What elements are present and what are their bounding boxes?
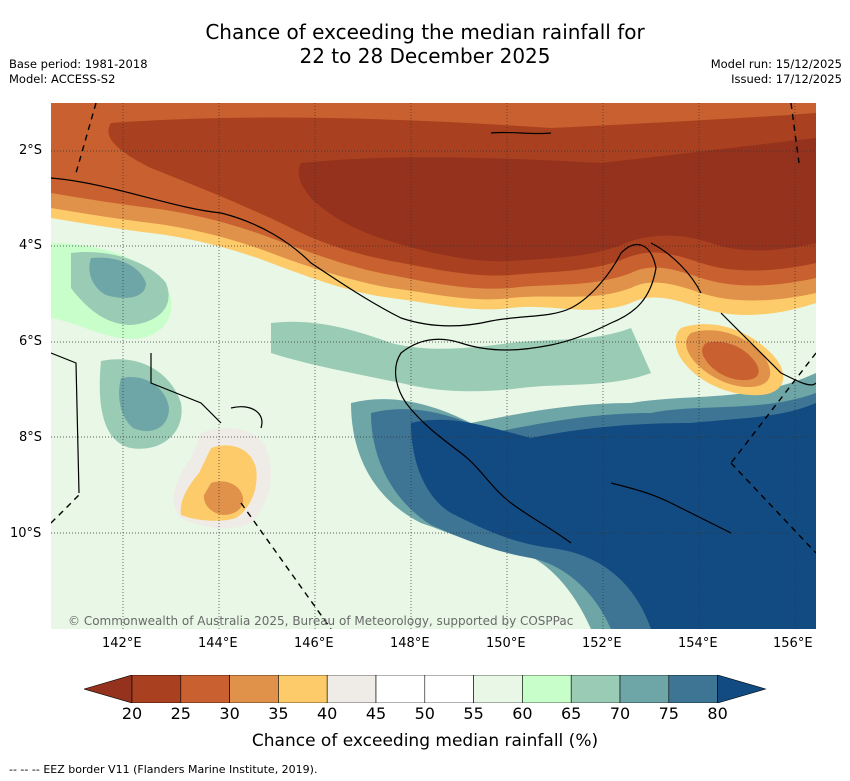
footer-eez-legend: -- -- -- EEZ border V11 (Flanders Marine… xyxy=(9,763,317,776)
lat-label-2s: 2°S xyxy=(19,143,43,158)
issued-date: Issued: 17/12/2025 xyxy=(731,72,842,86)
eez-border-southeast xyxy=(730,462,816,554)
copyright-text: © Commonwealth of Australia 2025, Bureau… xyxy=(68,614,574,628)
coastline-bougainville xyxy=(720,312,816,386)
colorbar-segments xyxy=(84,675,767,703)
colorbar-segment xyxy=(180,675,230,703)
graticule xyxy=(51,103,816,629)
coastline-new-guinea xyxy=(51,177,657,544)
meta-left: Base period: 1981-2018 Model: ACCESS-S2 xyxy=(9,57,148,87)
colorbar-tick-label: 55 xyxy=(463,704,484,723)
base-period: Base period: 1981-2018 xyxy=(9,57,148,71)
lat-label-6s: 6°S xyxy=(19,334,43,349)
title-line-2: 22 to 28 December 2025 xyxy=(299,44,551,68)
eez-borders xyxy=(51,103,816,629)
dark-brown-core-north xyxy=(298,138,816,262)
coastline-west xyxy=(51,352,80,494)
teal-blob-southwest xyxy=(119,377,169,432)
colorbar-tick-label: 70 xyxy=(609,704,631,723)
lon-label-156e: 156°E xyxy=(773,636,813,651)
lon-label-148e: 148°E xyxy=(390,636,430,651)
colorbar-segment xyxy=(522,675,572,703)
coastline-new-britain-west xyxy=(650,242,702,294)
lon-label-146e: 146°E xyxy=(294,636,334,651)
orange-core-south xyxy=(203,481,244,515)
coastlines xyxy=(51,131,816,544)
colorbar-tick-label: 45 xyxy=(365,704,387,723)
lon-label-154e: 154°E xyxy=(678,636,718,651)
lat-label-10s: 10°S xyxy=(10,526,42,541)
eez-legend-symbol: -- -- -- xyxy=(9,763,40,776)
colorbar-tick-label: 20 xyxy=(121,704,143,723)
lon-label-150e: 150°E xyxy=(486,636,526,651)
colorbar-tick-label: 40 xyxy=(317,704,338,723)
lat-label-8s: 8°S xyxy=(19,430,43,445)
colorbar-extend-low xyxy=(84,675,133,703)
eez-border-southwest xyxy=(51,492,82,524)
colorbar-tick-label: 65 xyxy=(561,704,582,723)
model-name: Model: ACCESS-S2 xyxy=(9,72,116,86)
colorbar-title: Chance of exceeding median rainfall (%) xyxy=(251,731,599,751)
colorbar-segment xyxy=(326,675,377,703)
teal-blob-west xyxy=(89,257,146,298)
colorbar-tick-label: 75 xyxy=(658,704,679,723)
colorbar-segment xyxy=(619,675,670,703)
map-panel: © Commonwealth of Australia 2025, Bureau… xyxy=(51,103,816,629)
colorbar-tick-label: 80 xyxy=(707,704,728,723)
model-run: Model run: 15/12/2025 xyxy=(710,57,842,71)
colorbar-segment xyxy=(424,675,474,703)
teal-band-central xyxy=(271,321,651,392)
title-line-1: Chance of exceeding the median rainfall … xyxy=(205,20,645,44)
colorbar-ticks: 20 25 30 35 40 45 50 55 60 65 70 75 80 xyxy=(0,704,850,726)
colorbar-segment xyxy=(131,675,182,703)
colorbar-tick-label: 60 xyxy=(512,704,533,723)
colorbar-tick-label: 50 xyxy=(414,704,435,723)
eez-border-northwest xyxy=(75,103,97,174)
colorbar-extend-high xyxy=(717,675,767,703)
lon-label-144e: 144°E xyxy=(198,636,238,651)
colorbar-segment xyxy=(570,675,621,703)
colorbar-tick-label: 25 xyxy=(170,704,191,723)
eez-border-east xyxy=(730,352,816,464)
province-border xyxy=(150,353,222,424)
coastline-gulf xyxy=(230,406,263,429)
rainfall-map xyxy=(51,103,816,629)
colorbar-tick-label: 35 xyxy=(268,704,289,723)
coastline-islands-southeast xyxy=(610,482,732,534)
lon-label-142e: 142°E xyxy=(102,636,142,651)
colorbar-segment xyxy=(278,675,328,703)
eez-legend-text: EEZ border V11 (Flanders Marine Institut… xyxy=(43,763,318,776)
coastline-manus xyxy=(490,131,552,135)
meta-right: Model run: 15/12/2025 Issued: 17/12/2025 xyxy=(711,57,842,87)
colorbar-tick-label: 30 xyxy=(219,704,240,723)
blue-zone-core xyxy=(411,403,816,629)
brown-blob-east xyxy=(702,341,759,381)
lat-label-4s: 4°S xyxy=(19,238,43,253)
colorbar-segment xyxy=(229,675,279,703)
lon-label-152e: 152°E xyxy=(582,636,622,651)
colorbar-segment xyxy=(668,675,718,703)
colorbar-segment xyxy=(375,675,426,703)
colorbar xyxy=(84,675,767,703)
colorbar-segment xyxy=(473,675,523,703)
